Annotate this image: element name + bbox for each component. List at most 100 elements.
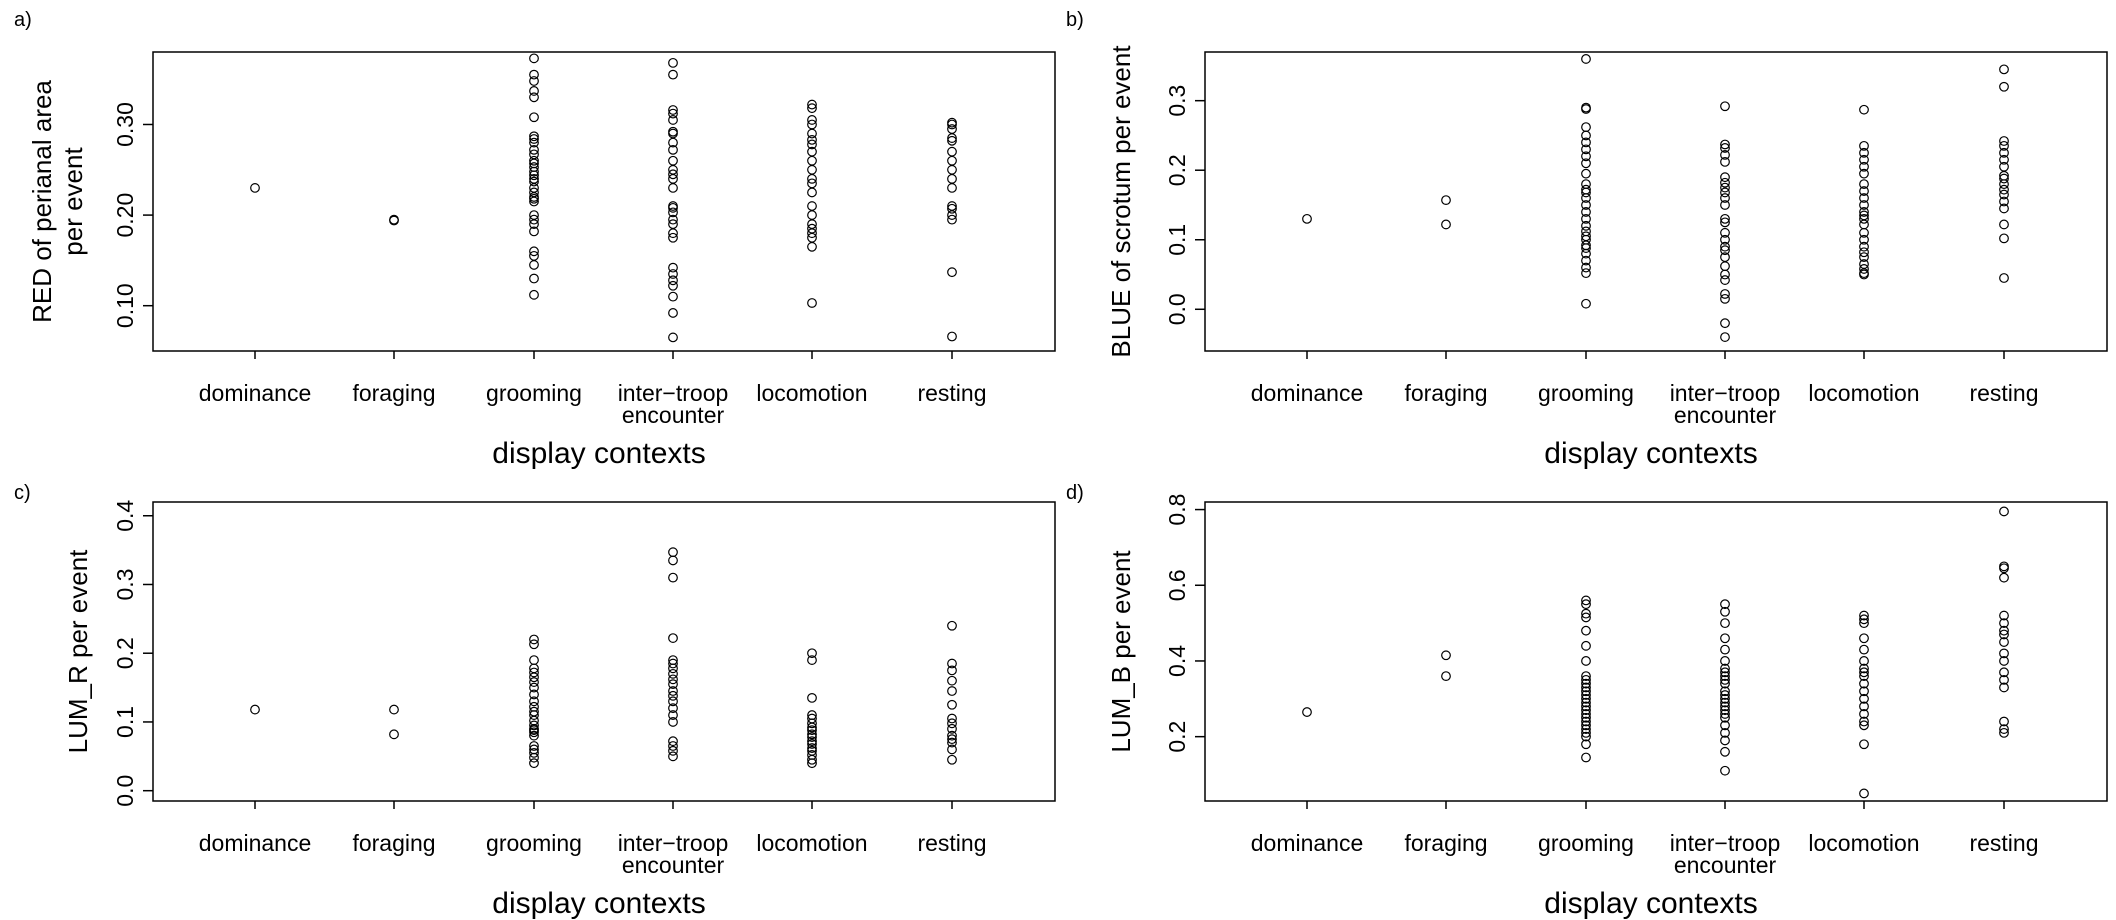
data-point xyxy=(1859,179,1869,190)
data-point xyxy=(1720,217,1730,228)
y-tick-label: 0.4 xyxy=(112,500,138,532)
data-point xyxy=(947,164,957,175)
data-point xyxy=(807,103,817,114)
data-point xyxy=(1581,682,1591,693)
y-axis-title: RED of perianal area xyxy=(27,80,57,323)
data-point xyxy=(668,308,678,318)
data-point xyxy=(668,108,678,119)
data-point xyxy=(1581,709,1591,719)
data-point xyxy=(1581,144,1591,155)
data-point xyxy=(1581,54,1591,64)
data-point xyxy=(668,686,678,696)
data-point xyxy=(389,729,399,740)
data-point xyxy=(1859,678,1869,689)
data-point xyxy=(529,144,539,155)
data-point xyxy=(947,723,957,734)
data-point xyxy=(529,219,539,230)
data-point xyxy=(1720,275,1730,285)
y-tick-label: 0.0 xyxy=(1164,293,1190,325)
data-point xyxy=(1720,697,1730,708)
y-tick-label: 0.3 xyxy=(1164,85,1190,117)
data-point xyxy=(1859,186,1869,196)
data-point xyxy=(529,69,539,80)
data-point xyxy=(1581,690,1591,700)
data-point xyxy=(1859,207,1869,217)
data-point xyxy=(1581,712,1591,723)
data-point xyxy=(668,291,678,302)
x-category-label: locomotion xyxy=(1808,830,1919,856)
data-point xyxy=(1999,506,2009,517)
data-point xyxy=(1581,720,1591,731)
panel-letter: c) xyxy=(14,482,31,504)
data-point xyxy=(1859,610,1869,621)
data-point xyxy=(1581,599,1591,610)
data-point xyxy=(529,730,539,741)
data-point xyxy=(1581,262,1591,273)
data-point xyxy=(1720,663,1730,674)
x-category-label: dominance xyxy=(199,830,312,856)
data-point xyxy=(1720,705,1730,716)
data-point xyxy=(1720,293,1730,304)
data-point xyxy=(1581,298,1591,309)
data-point xyxy=(947,730,957,741)
data-point xyxy=(1859,720,1869,731)
data-point xyxy=(947,754,957,765)
data-point xyxy=(1302,707,1312,717)
data-point xyxy=(1581,187,1591,198)
data-point xyxy=(668,269,678,279)
data-point xyxy=(1720,644,1730,655)
x-category-label: dominance xyxy=(1251,830,1364,856)
data-point xyxy=(1581,640,1591,651)
data-point xyxy=(529,696,539,707)
data-point xyxy=(807,187,817,198)
data-point xyxy=(668,144,678,155)
panel-4: d) 0.2 0.4 0.6 0.8 LUM_B per event dominance fo… xyxy=(1066,482,2108,920)
x-category-label: foraging xyxy=(1404,380,1487,406)
data-point xyxy=(947,675,957,686)
data-point xyxy=(1999,147,2009,158)
data-point xyxy=(668,547,678,558)
data-point xyxy=(1999,716,2009,727)
data-point xyxy=(807,201,817,211)
data-point xyxy=(807,648,817,659)
data-point xyxy=(1999,572,2009,583)
data-point xyxy=(1859,227,1869,238)
data-point xyxy=(947,119,957,130)
x-category-label-line2: encounter xyxy=(622,852,725,878)
x-category-label: grooming xyxy=(1538,380,1634,406)
data-point xyxy=(1859,161,1869,172)
data-point xyxy=(1859,234,1869,245)
data-point xyxy=(947,620,957,631)
x-category-label: inter−troop xyxy=(1670,380,1781,406)
data-point xyxy=(1859,618,1869,629)
data-point xyxy=(1999,196,2009,207)
data-point xyxy=(1720,187,1730,198)
x-category-label: resting xyxy=(1969,380,2038,406)
y-tick-label: 0.2 xyxy=(112,637,138,669)
panel-3: c) 0.0 0.1 0.2 0.3 0.4 LUM_R per event dominanc… xyxy=(14,482,1056,920)
data-point xyxy=(1999,189,2009,200)
data-point xyxy=(807,743,817,753)
x-category-label: foraging xyxy=(352,830,435,856)
y-axis-title: BLUE of scrotum per event xyxy=(1106,45,1136,358)
data-point xyxy=(668,105,678,115)
data-point xyxy=(947,267,957,278)
data-point xyxy=(529,720,539,731)
data-point xyxy=(947,183,957,193)
data-point xyxy=(1720,690,1730,700)
data-point xyxy=(947,203,957,214)
data-point xyxy=(807,725,817,736)
data-point xyxy=(807,732,817,742)
data-point xyxy=(1720,101,1730,112)
data-point xyxy=(668,69,678,80)
data-point xyxy=(668,633,678,643)
data-point xyxy=(529,747,539,758)
panel-letter: d) xyxy=(1066,482,1084,504)
data-point xyxy=(947,331,957,342)
data-point xyxy=(668,262,678,273)
data-point xyxy=(947,744,957,755)
data-point xyxy=(1999,273,2009,283)
data-point xyxy=(807,758,817,769)
data-point xyxy=(1581,697,1591,708)
data-point xyxy=(668,736,678,747)
